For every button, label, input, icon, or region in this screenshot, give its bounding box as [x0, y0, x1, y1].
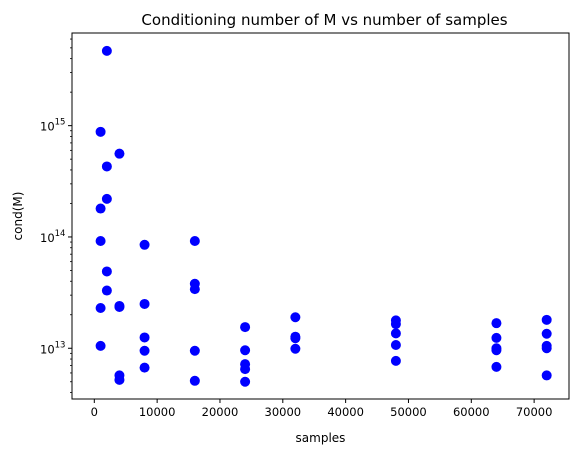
data-point: [541, 328, 552, 339]
data-point: [240, 322, 251, 333]
y-tick-label: 1013: [40, 340, 65, 356]
plot-area-frame: [71, 32, 570, 400]
x-tick-label: 10000: [139, 405, 176, 419]
data-point: [390, 355, 401, 366]
data-point: [101, 161, 112, 172]
data-point: [491, 345, 502, 356]
data-point: [95, 303, 106, 313]
data-point: [95, 340, 106, 351]
y-tick-label: 1015: [40, 118, 65, 134]
data-point: [114, 148, 125, 159]
data-point: [541, 370, 552, 381]
data-point: [390, 319, 401, 330]
x-tick-label: 50000: [390, 405, 427, 419]
x-tick-label: 70000: [516, 405, 553, 419]
chart-title: Conditioning number of M vs number of sa…: [141, 11, 507, 29]
y-axis-ticks: 1013 1014 1015: [40, 38, 72, 393]
data-point: [101, 285, 112, 296]
x-axis-ticks: 0 10000 20000 30000 40000 50000 60000 70000: [91, 399, 553, 419]
data-point: [189, 345, 200, 356]
data-point: [139, 239, 150, 250]
data-points: [95, 45, 552, 387]
data-point: [240, 345, 251, 356]
data-point: [189, 235, 200, 246]
data-point: [139, 362, 150, 373]
data-point: [139, 345, 150, 356]
data-point: [95, 235, 106, 246]
data-point: [139, 332, 150, 343]
data-point: [189, 284, 200, 295]
x-tick-label: 40000: [327, 405, 364, 419]
data-point: [290, 333, 301, 344]
x-tick-label: 30000: [265, 405, 302, 419]
data-point: [390, 339, 401, 350]
data-point: [101, 266, 112, 277]
data-point: [390, 328, 401, 339]
x-tick-label: 0: [91, 405, 98, 419]
data-point: [290, 343, 301, 354]
y-tick-label: 1014: [40, 229, 65, 245]
data-point: [491, 318, 502, 329]
data-point: [240, 364, 251, 375]
data-point: [101, 45, 112, 56]
data-point: [240, 376, 251, 387]
x-tick-label: 60000: [453, 405, 490, 419]
data-point: [139, 298, 150, 309]
data-point: [541, 314, 552, 325]
data-point: [189, 375, 200, 386]
data-point: [95, 203, 106, 214]
x-axis-label: samples: [296, 431, 346, 445]
data-point: [290, 312, 301, 323]
y-axis-label: cond(M): [11, 192, 25, 241]
data-point: [491, 332, 502, 343]
data-point: [491, 361, 502, 372]
data-point: [114, 301, 125, 312]
data-point: [114, 374, 125, 385]
data-point: [541, 343, 552, 354]
data-point: [101, 193, 112, 204]
data-point: [95, 126, 106, 137]
x-tick-label: 20000: [202, 405, 239, 419]
